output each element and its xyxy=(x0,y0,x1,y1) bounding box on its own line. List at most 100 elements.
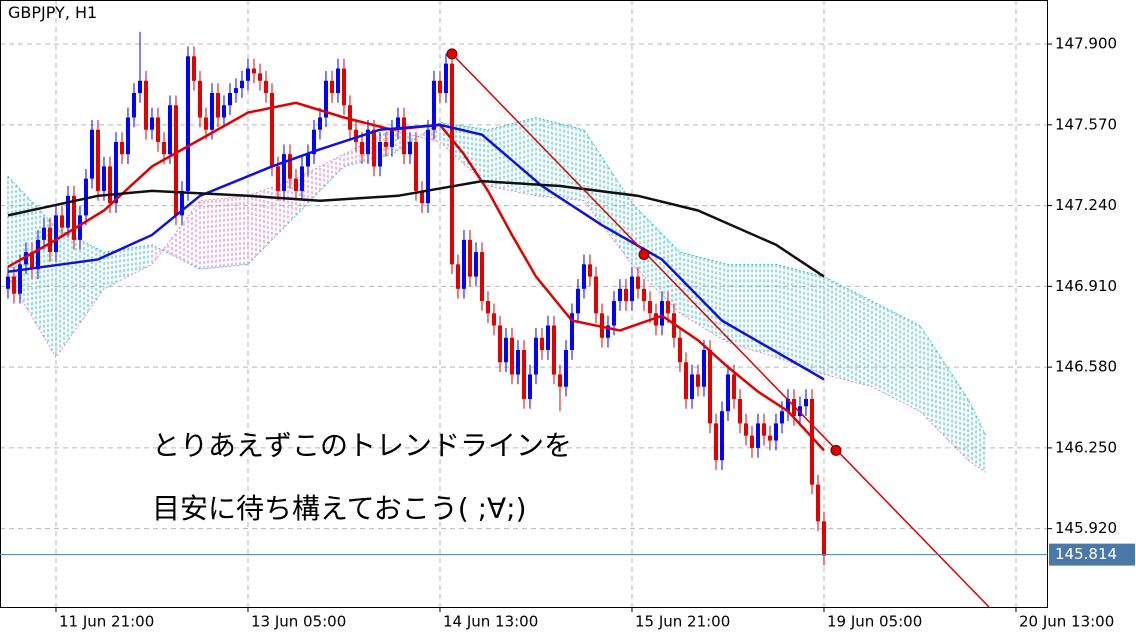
candle-body xyxy=(23,252,28,265)
candle-body xyxy=(539,337,544,351)
candle-body xyxy=(305,154,310,167)
cloud-segment xyxy=(199,196,245,270)
candle-body xyxy=(767,435,772,441)
y-tick-label: 146.250 xyxy=(1055,438,1117,456)
candle-body xyxy=(527,374,532,399)
candle-body xyxy=(797,406,802,417)
candle-body xyxy=(569,313,574,351)
candle-body xyxy=(149,117,154,130)
candle-body xyxy=(5,276,10,289)
candle-body xyxy=(401,117,406,155)
candle-body xyxy=(239,80,244,89)
candle-body xyxy=(773,423,778,441)
candle-body xyxy=(143,80,148,130)
candle-body xyxy=(779,411,784,424)
candle-body xyxy=(221,105,226,118)
candle-body xyxy=(137,80,142,94)
candle-body xyxy=(611,301,616,326)
current-price-label: 145.814 xyxy=(1055,545,1117,563)
candle-body xyxy=(743,423,748,436)
cloud-segment xyxy=(679,252,725,341)
candle-body xyxy=(11,276,16,294)
candle-body xyxy=(83,178,88,216)
candle-body xyxy=(689,374,694,399)
candle-body xyxy=(47,227,52,253)
cloud-segment xyxy=(631,203,677,310)
candle-body xyxy=(473,252,478,277)
candle-body xyxy=(719,411,724,461)
cloud-segment xyxy=(775,264,821,374)
candle-body xyxy=(359,141,364,155)
candle-body xyxy=(425,129,430,204)
candle-body xyxy=(497,325,502,363)
candle-body xyxy=(707,350,712,424)
candle-body xyxy=(557,374,562,387)
candle-body xyxy=(203,117,208,130)
candle-body xyxy=(107,166,112,204)
candle-body xyxy=(563,350,568,387)
candle-body xyxy=(491,313,496,326)
candle-body xyxy=(503,337,508,363)
candle-body xyxy=(455,264,460,289)
candle-body xyxy=(551,325,556,375)
candle-body xyxy=(419,190,424,204)
candle-body xyxy=(299,166,304,191)
candle-body xyxy=(785,398,790,412)
candle-body xyxy=(293,178,298,191)
cloud-segment xyxy=(583,129,629,260)
candle-body xyxy=(65,195,70,228)
candle-body xyxy=(77,215,82,240)
y-tick-label: 147.900 xyxy=(1055,35,1117,53)
candle-body xyxy=(575,288,580,314)
candle-body xyxy=(371,129,376,167)
trend-point xyxy=(446,48,458,60)
candle-body xyxy=(131,93,136,118)
candle-body xyxy=(449,63,454,265)
candle-body xyxy=(749,435,754,448)
candle-body xyxy=(341,68,346,106)
candle-body xyxy=(329,80,334,94)
candle-body xyxy=(347,105,352,130)
candle-body xyxy=(791,398,796,417)
candle-body xyxy=(683,362,688,399)
candle-body xyxy=(41,227,46,240)
candle-body xyxy=(533,337,538,375)
candle-body xyxy=(245,68,250,81)
candle-body xyxy=(113,141,118,204)
candle-body xyxy=(269,93,274,167)
candle-body xyxy=(677,337,682,363)
candle-body xyxy=(407,141,412,155)
candle-body xyxy=(521,350,526,399)
candle-body xyxy=(701,350,706,387)
cloud-segment xyxy=(823,276,869,386)
y-tick-label: 146.580 xyxy=(1055,358,1117,376)
candle-body xyxy=(95,129,100,191)
chart-title: GBPJPY, H1 xyxy=(8,3,97,22)
candle-body xyxy=(659,301,664,326)
candle-body xyxy=(731,374,736,399)
candle-body xyxy=(233,88,238,94)
candle-body xyxy=(761,423,766,436)
candle-body xyxy=(671,313,676,338)
candle-body xyxy=(515,350,520,375)
candle-body xyxy=(287,154,292,179)
candle-body xyxy=(545,325,550,351)
candle-body xyxy=(815,484,820,522)
candle-body xyxy=(35,239,40,270)
candle-body xyxy=(365,129,370,155)
candle-body xyxy=(71,195,76,240)
candle-body xyxy=(125,117,130,155)
candle-body xyxy=(167,105,172,155)
candle-body xyxy=(53,215,58,253)
annotation: 目安に待ち構えておこう( ;∀;) xyxy=(152,492,527,525)
cloud-segment xyxy=(55,227,101,358)
candle-body xyxy=(461,239,466,289)
candle-body xyxy=(413,141,418,191)
candle-body xyxy=(587,264,592,277)
candle-body xyxy=(227,93,232,106)
candle-body xyxy=(161,141,166,155)
current-price-box xyxy=(1049,543,1135,566)
annotation: とりあえずこのトレンドラインを xyxy=(152,429,572,462)
